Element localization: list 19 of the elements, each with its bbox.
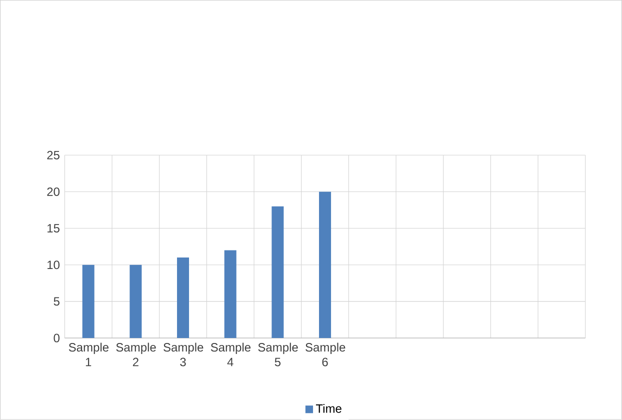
bar — [319, 192, 332, 338]
x-tick-label: Sample 2 — [116, 342, 156, 366]
y-tick-label: 0 — [54, 334, 60, 342]
legend-label: Time — [316, 404, 342, 413]
x-tick-label: Sample 5 — [258, 342, 298, 366]
x-tick-label: Sample 6 — [306, 342, 346, 366]
y-tick-label: 10 — [48, 260, 60, 270]
y-tick-label: 20 — [47, 188, 60, 196]
x-tick-label: Sample 3 — [164, 342, 204, 366]
bar — [177, 258, 190, 338]
bar — [130, 265, 142, 338]
bar — [82, 265, 94, 338]
y-tick-label: 25 — [47, 151, 60, 160]
y-tick-label: 5 — [54, 297, 60, 306]
bar — [224, 250, 236, 338]
bar — [272, 206, 284, 338]
x-tick-label: Sample 4 — [210, 342, 251, 366]
x-tick-label: Sample 1 — [68, 342, 109, 366]
y-tick-label: 15 — [48, 224, 60, 233]
